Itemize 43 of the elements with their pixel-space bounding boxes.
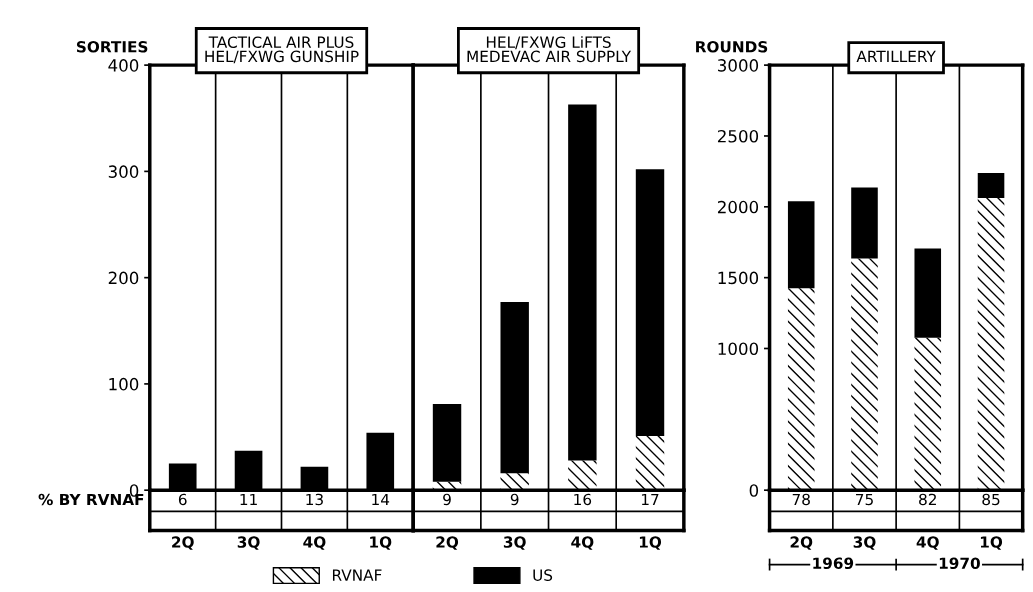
x-tick-label: 4Q [303, 536, 326, 550]
chart-title: HEL/FXWG LiFTS MEDEVAC AIR SUPPLY [467, 36, 632, 63]
y-axis-title: SORTIES [76, 40, 148, 53]
text: 78 [792, 493, 810, 506]
y-axis-title: ROUNDS [696, 40, 768, 53]
legend-label: RVNAF [332, 569, 382, 581]
text: 9 [510, 493, 519, 506]
x-tick-label: 4Q [571, 536, 594, 550]
text: 75 [856, 493, 873, 506]
y-tick-label: 0 [749, 484, 759, 497]
text: 14 [372, 493, 390, 506]
y-tick-label: 400 [108, 59, 139, 72]
x-tick-label: 3Q [237, 536, 260, 550]
y-tick-label: 2500 [717, 129, 759, 143]
x-tick-label: 4Q [916, 536, 939, 550]
y-tick-label: 100 [109, 377, 139, 391]
text: 6 [178, 493, 187, 506]
x-tick-label: 3Q [503, 536, 526, 550]
y-tick-label: 1500 [718, 271, 759, 285]
text: 1969 [813, 557, 854, 569]
legend-label: US [533, 569, 553, 581]
x-tick-label: 1Q [370, 536, 392, 550]
y-tick-label: 200 [108, 271, 139, 285]
text: 17 [641, 493, 659, 506]
text: 82 [919, 493, 936, 506]
text: 85 [982, 493, 1000, 506]
y-tick-label: 1000 [718, 342, 759, 356]
text: 11 [240, 493, 257, 506]
text: 16 [574, 493, 592, 506]
chart-title: TACTICAL AIR PLUS HEL/FXWG GUNSHIP [205, 36, 359, 64]
text: 13 [306, 493, 323, 506]
chart-title: ARTILLERY [856, 50, 936, 62]
x-tick-label: 3Q [853, 536, 876, 550]
y-tick-label: 2000 [717, 200, 759, 214]
x-tick-label: 2Q [172, 536, 194, 550]
x-tick-label: 2Q [436, 536, 459, 550]
y-tick-label: 300 [108, 165, 139, 178]
x-tick-label: 1Q [639, 536, 662, 550]
x-tick-label: 1Q [980, 536, 1003, 550]
x-tick-label: 2Q [790, 536, 813, 550]
text: 9 [443, 493, 451, 506]
text: 1970 [939, 557, 980, 569]
y-tick-label: 3000 [718, 59, 759, 72]
